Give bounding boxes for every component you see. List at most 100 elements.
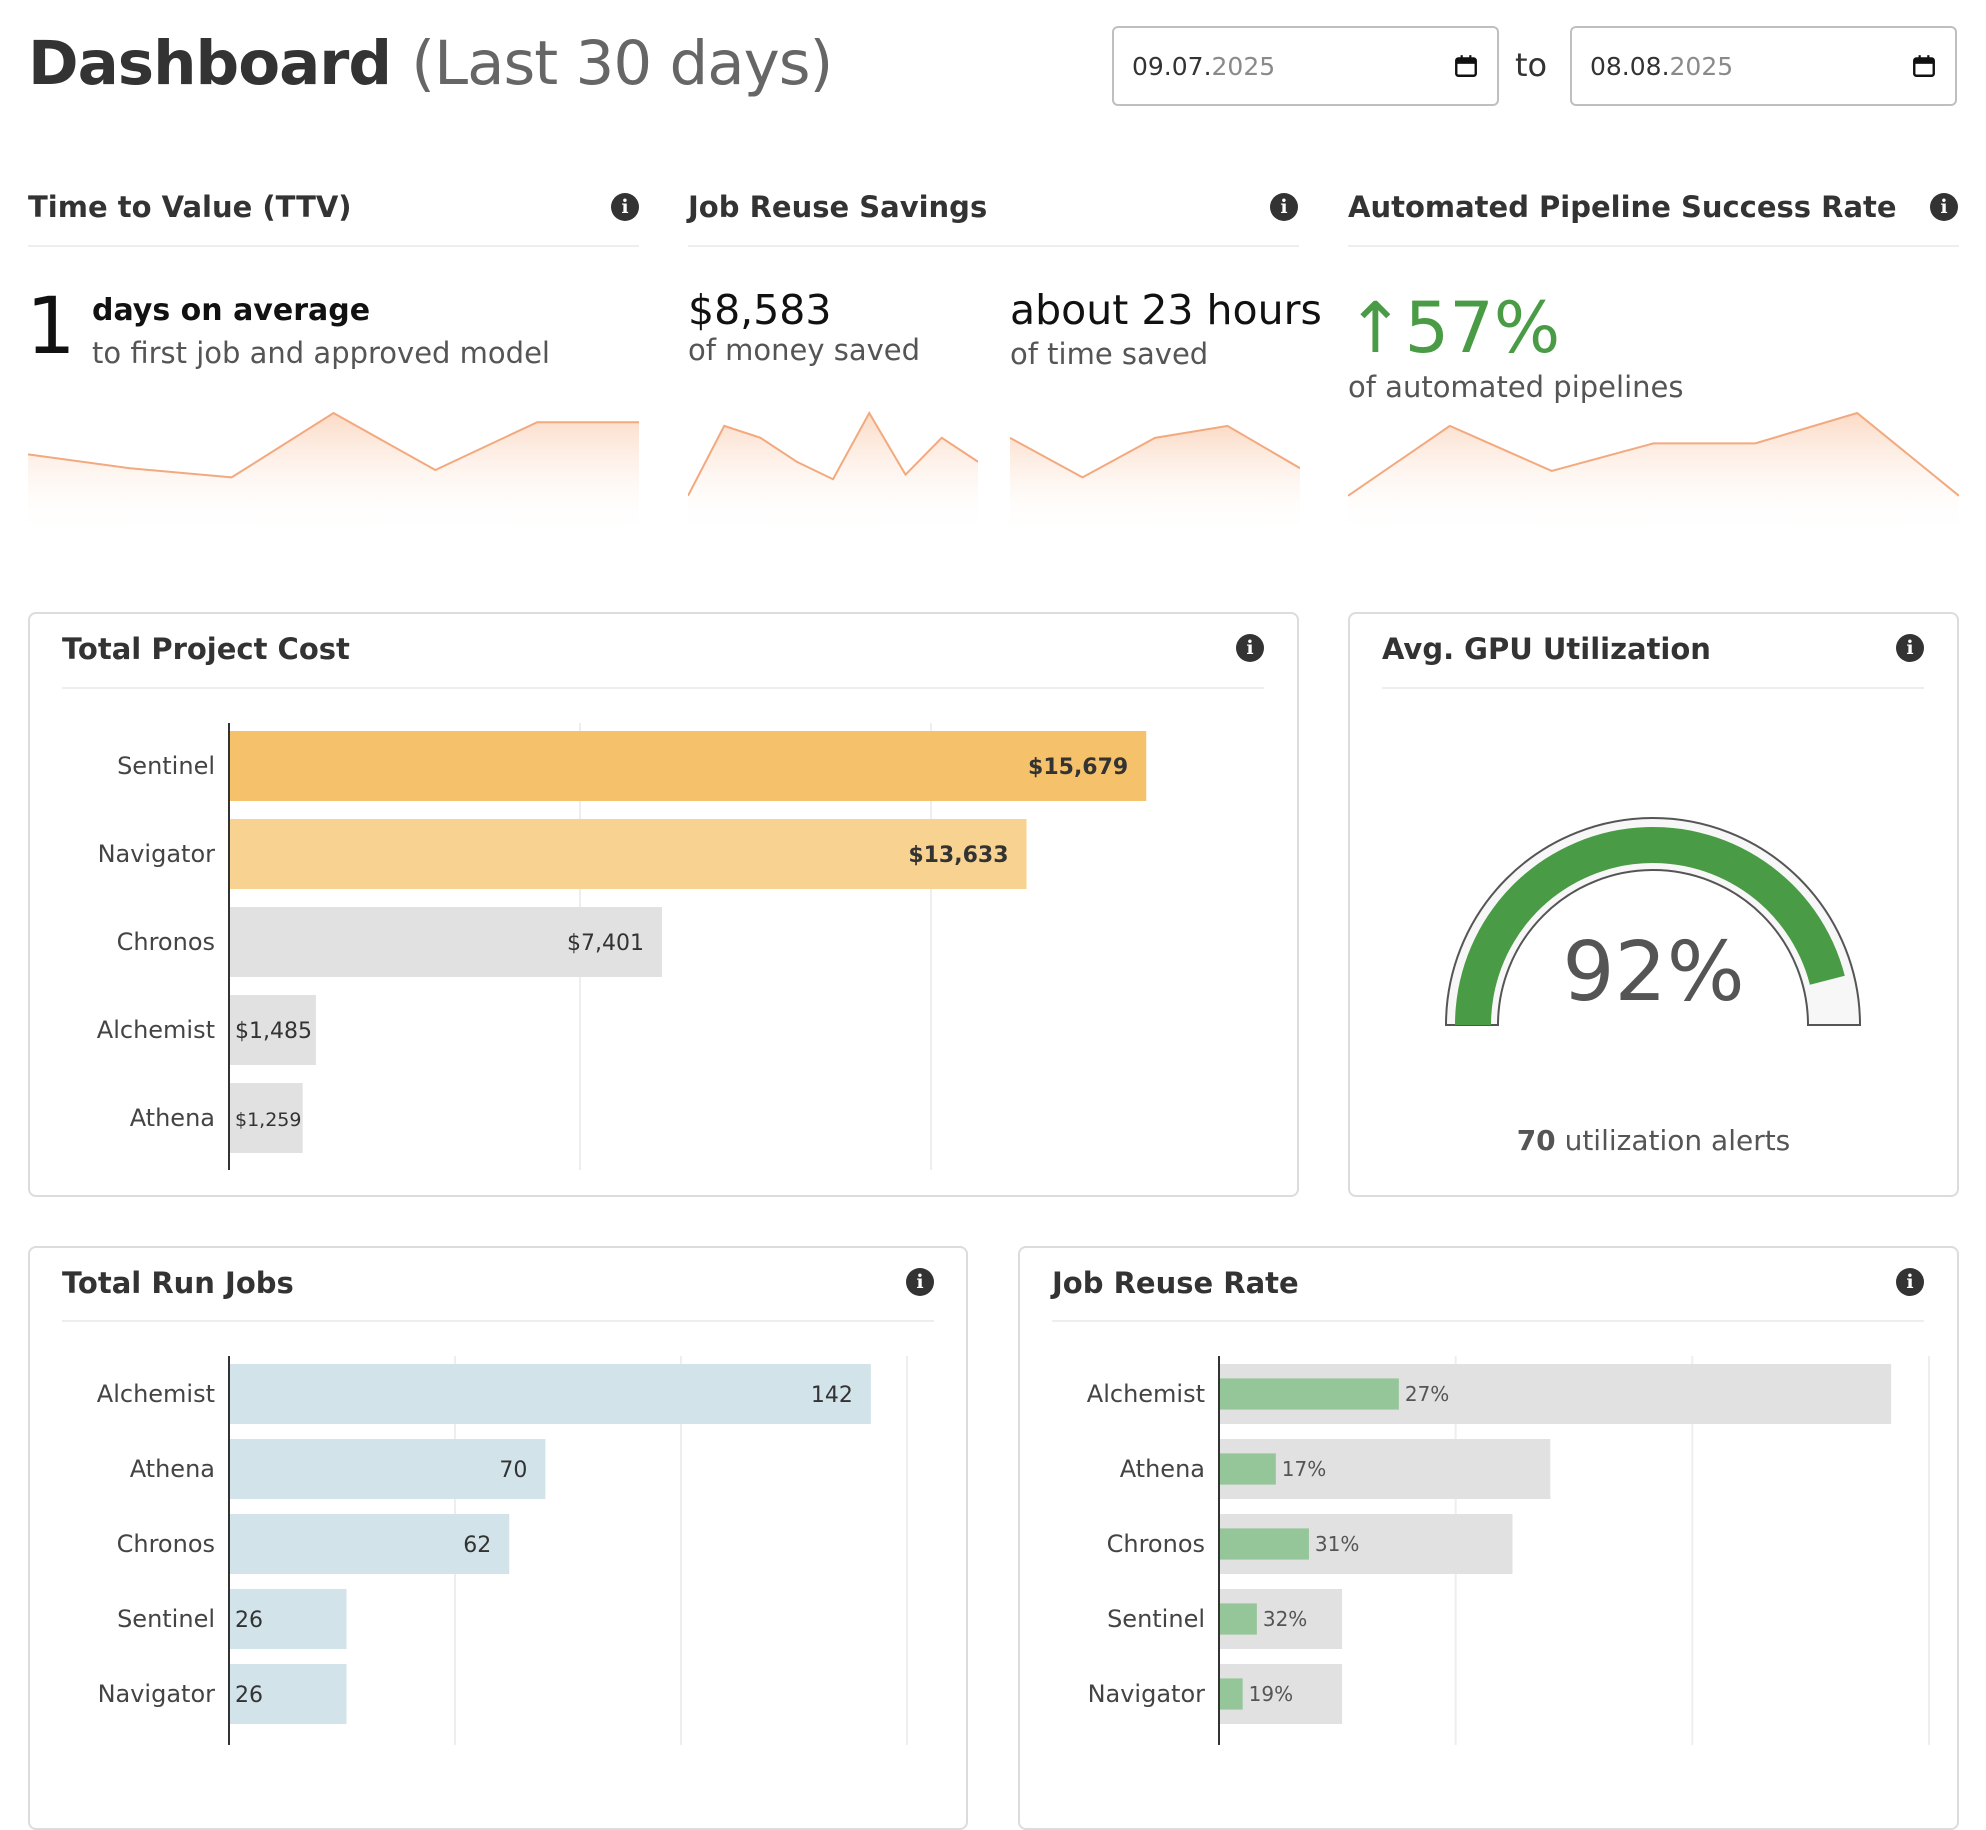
divider bbox=[62, 1320, 934, 1322]
gpu-alerts-label: utilization alerts bbox=[1564, 1124, 1791, 1157]
divider bbox=[1382, 687, 1924, 689]
data-label: 17% bbox=[1282, 1457, 1326, 1481]
bar-reused bbox=[1219, 1678, 1243, 1710]
pipeline-success-value: ↑57% bbox=[1346, 287, 1561, 369]
bar-reused bbox=[1219, 1603, 1257, 1635]
info-icon[interactable]: i bbox=[1236, 634, 1264, 662]
job-reuse-rate-title: Job Reuse Rate bbox=[1052, 1266, 1299, 1300]
data-label: 26 bbox=[235, 1683, 263, 1708]
category-label: Navigator bbox=[98, 840, 216, 868]
sparkline-area bbox=[688, 413, 978, 535]
sparkline-line bbox=[688, 410, 978, 497]
data-label: $13,633 bbox=[908, 843, 1008, 868]
reuse-savings-title: Job Reuse Savings bbox=[688, 190, 988, 224]
category-label: Navigator bbox=[98, 1680, 216, 1708]
gpu-utilization-card bbox=[1348, 612, 1959, 1197]
sparkline-line bbox=[1010, 424, 1300, 479]
category-label: Chronos bbox=[117, 1530, 215, 1558]
gpu-utilization-gauge bbox=[1444, 817, 1862, 1026]
divider bbox=[688, 245, 1299, 247]
info-icon[interactable]: i bbox=[1896, 1268, 1924, 1296]
sparkline-area bbox=[28, 413, 639, 535]
gpu-utilization-value: 92% bbox=[1562, 925, 1745, 1020]
category-label: Sentinel bbox=[117, 1605, 215, 1633]
total-project-cost-chart: Sentinel $15,679 Navigator $13,633 Chronos $7… bbox=[97, 723, 1147, 1170]
pipeline-success-title: Automated Pipeline Success Rate bbox=[1348, 190, 1897, 224]
category-label: Sentinel bbox=[1107, 1605, 1205, 1633]
data-label: $1,485 bbox=[235, 1019, 312, 1044]
pipeline-success-label: of automated pipelines bbox=[1348, 370, 1684, 404]
page-title-subtitle: (Last 30 days) bbox=[411, 28, 833, 99]
sparkline-line bbox=[28, 411, 639, 479]
divider bbox=[62, 687, 1264, 689]
sparkline-line bbox=[1348, 411, 1959, 497]
data-label: 19% bbox=[1249, 1682, 1293, 1706]
gpu-utilization-title: Avg. GPU Utilization bbox=[1382, 632, 1711, 666]
bar bbox=[229, 1364, 871, 1424]
bar bbox=[229, 1439, 546, 1499]
bar-reused bbox=[1219, 1378, 1399, 1410]
category-label: Athena bbox=[130, 1104, 215, 1132]
data-label: 26 bbox=[235, 1608, 263, 1633]
data-label: 31% bbox=[1315, 1532, 1359, 1556]
time-saved-value: about 23 hours bbox=[1010, 286, 1322, 334]
bar-reused bbox=[1219, 1453, 1276, 1485]
bar bbox=[229, 1514, 510, 1574]
bar bbox=[229, 907, 662, 977]
category-label: Chronos bbox=[1107, 1530, 1205, 1558]
info-icon[interactable]: i bbox=[611, 193, 639, 221]
arrow-up-icon: ↑ bbox=[1346, 287, 1405, 369]
ttv-label: days on average bbox=[92, 293, 371, 328]
money-saved-label: of money saved bbox=[688, 333, 921, 367]
bar bbox=[229, 819, 1027, 889]
date-from-input[interactable]: 09.07.2025 bbox=[1112, 26, 1499, 106]
data-label: 32% bbox=[1263, 1607, 1307, 1631]
date-range-separator: to bbox=[1515, 46, 1548, 84]
data-label: 27% bbox=[1405, 1382, 1449, 1406]
bar-reused bbox=[1219, 1528, 1309, 1560]
calendar-icon[interactable] bbox=[1453, 53, 1479, 79]
total-run-jobs-chart: Alchemist 142 Athena 70 Chronos 62 Sentinel 26 N… bbox=[97, 1356, 908, 1745]
data-label: 70 bbox=[499, 1458, 527, 1483]
category-label: Alchemist bbox=[1087, 1380, 1205, 1408]
info-icon[interactable]: i bbox=[1270, 193, 1298, 221]
category-label: Sentinel bbox=[117, 752, 215, 780]
total-project-cost-title: Total Project Cost bbox=[62, 632, 350, 666]
data-label: $1,259 bbox=[235, 1109, 301, 1131]
money-saved-sparkline bbox=[688, 410, 978, 535]
category-label: Chronos bbox=[117, 928, 215, 956]
sparkline-area bbox=[1010, 425, 1300, 535]
gpu-alerts-count: 70 bbox=[1516, 1124, 1556, 1157]
info-icon[interactable]: i bbox=[1930, 193, 1958, 221]
category-label: Athena bbox=[1120, 1455, 1205, 1483]
data-label: 142 bbox=[811, 1383, 853, 1408]
job-reuse-rate-chart: Alchemist 27% Athena 17% Chronos 31% Sentinel 3… bbox=[1087, 1356, 1930, 1745]
category-label: Athena bbox=[130, 1455, 215, 1483]
bar bbox=[229, 1589, 347, 1649]
time-saved-sparkline bbox=[1010, 424, 1300, 535]
category-label: Alchemist bbox=[97, 1016, 215, 1044]
pipeline-success-sparkline bbox=[1348, 411, 1959, 535]
info-icon[interactable]: i bbox=[906, 1268, 934, 1296]
bar bbox=[229, 1664, 347, 1724]
data-label: $7,401 bbox=[567, 931, 644, 956]
ttv-value: 1 bbox=[26, 282, 76, 372]
calendar-icon[interactable] bbox=[1911, 53, 1937, 79]
divider bbox=[1052, 1320, 1924, 1322]
page-title-main: Dashboard bbox=[28, 28, 392, 99]
bar bbox=[229, 731, 1147, 801]
page-title: Dashboard (Last 30 days) bbox=[28, 28, 833, 99]
ttv-title: Time to Value (TTV) bbox=[28, 190, 352, 224]
info-icon[interactable]: i bbox=[1896, 634, 1924, 662]
ttv-sparkline bbox=[28, 411, 639, 535]
date-to-input[interactable]: 08.08.2025 bbox=[1570, 26, 1957, 106]
gauge-fill bbox=[1455, 826, 1845, 1025]
ttv-sublabel: to first job and approved model bbox=[92, 336, 550, 370]
divider bbox=[28, 245, 639, 247]
gpu-alerts: 70 utilization alerts bbox=[1348, 1124, 1959, 1157]
bar bbox=[229, 995, 316, 1065]
sparkline-area bbox=[1348, 413, 1959, 535]
time-saved-label: of time saved bbox=[1010, 337, 1209, 371]
date-to-value: 08.08.2025 bbox=[1590, 51, 1734, 81]
divider bbox=[1348, 245, 1959, 247]
